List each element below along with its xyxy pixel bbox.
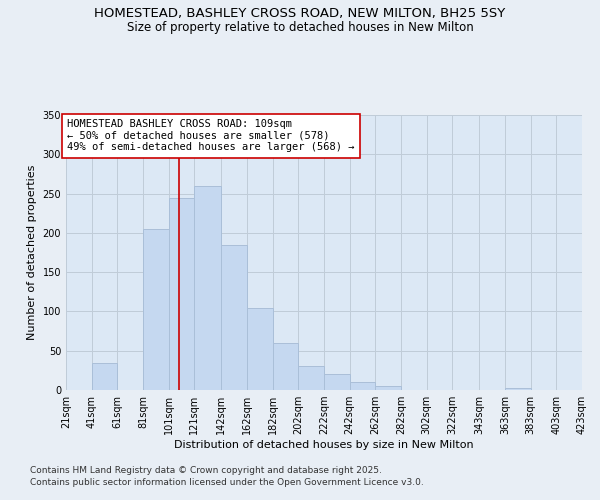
Bar — [505, 388, 530, 390]
Bar — [376, 386, 401, 390]
Bar — [247, 308, 272, 390]
Bar — [143, 229, 169, 390]
Bar — [298, 366, 324, 390]
Text: Size of property relative to detached houses in New Milton: Size of property relative to detached ho… — [127, 21, 473, 34]
Bar — [92, 362, 118, 390]
Text: HOMESTEAD BASHLEY CROSS ROAD: 109sqm
← 50% of detached houses are smaller (578)
: HOMESTEAD BASHLEY CROSS ROAD: 109sqm ← 5… — [67, 119, 355, 152]
Y-axis label: Number of detached properties: Number of detached properties — [27, 165, 37, 340]
Bar — [272, 343, 298, 390]
Text: Contains HM Land Registry data © Crown copyright and database right 2025.: Contains HM Land Registry data © Crown c… — [30, 466, 382, 475]
Text: HOMESTEAD, BASHLEY CROSS ROAD, NEW MILTON, BH25 5SY: HOMESTEAD, BASHLEY CROSS ROAD, NEW MILTO… — [94, 8, 506, 20]
Bar — [169, 198, 194, 390]
Bar — [350, 382, 376, 390]
Bar — [221, 244, 247, 390]
X-axis label: Distribution of detached houses by size in New Milton: Distribution of detached houses by size … — [174, 440, 474, 450]
Bar — [194, 186, 221, 390]
Text: Contains public sector information licensed under the Open Government Licence v3: Contains public sector information licen… — [30, 478, 424, 487]
Bar — [324, 374, 350, 390]
